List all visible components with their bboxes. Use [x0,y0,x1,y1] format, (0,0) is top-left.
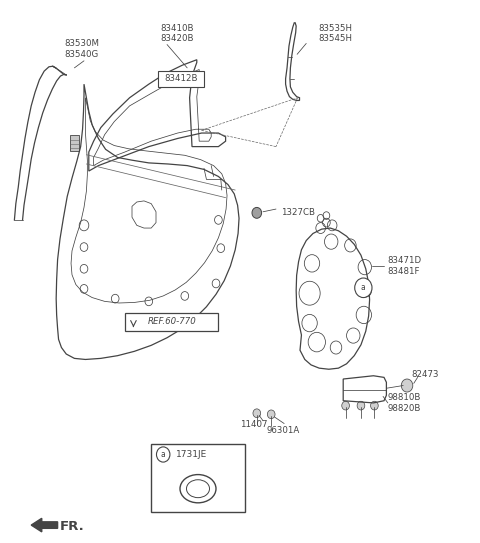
Text: 83530M
83540G: 83530M 83540G [65,39,100,59]
Circle shape [156,447,170,462]
Polygon shape [70,135,79,151]
Text: a: a [161,450,166,459]
Text: FR.: FR. [60,520,85,533]
Text: 83410B
83420B: 83410B 83420B [161,24,194,43]
Text: 98810B
98820B: 98810B 98820B [388,393,421,413]
Bar [151,444,245,512]
Text: REF.60-770: REF.60-770 [147,318,196,326]
Circle shape [342,401,349,410]
Text: 83471D
83481F: 83471D 83481F [388,256,422,276]
Circle shape [355,278,372,298]
Circle shape [267,410,275,419]
Text: 96301A: 96301A [266,426,300,434]
Text: 11407: 11407 [240,420,267,429]
Bar [125,313,218,331]
Bar [158,71,204,87]
Text: 82473: 82473 [412,370,439,379]
Text: 83412B: 83412B [165,74,198,83]
Text: 1327CB: 1327CB [281,209,315,217]
Circle shape [401,379,413,392]
Text: 1731JE: 1731JE [176,450,207,459]
Circle shape [357,401,365,410]
Text: 83535H
83545H: 83535H 83545H [318,24,352,43]
Circle shape [253,409,261,418]
Text: a: a [361,283,366,292]
FancyArrow shape [31,518,58,532]
Circle shape [252,207,262,218]
Circle shape [371,401,378,410]
